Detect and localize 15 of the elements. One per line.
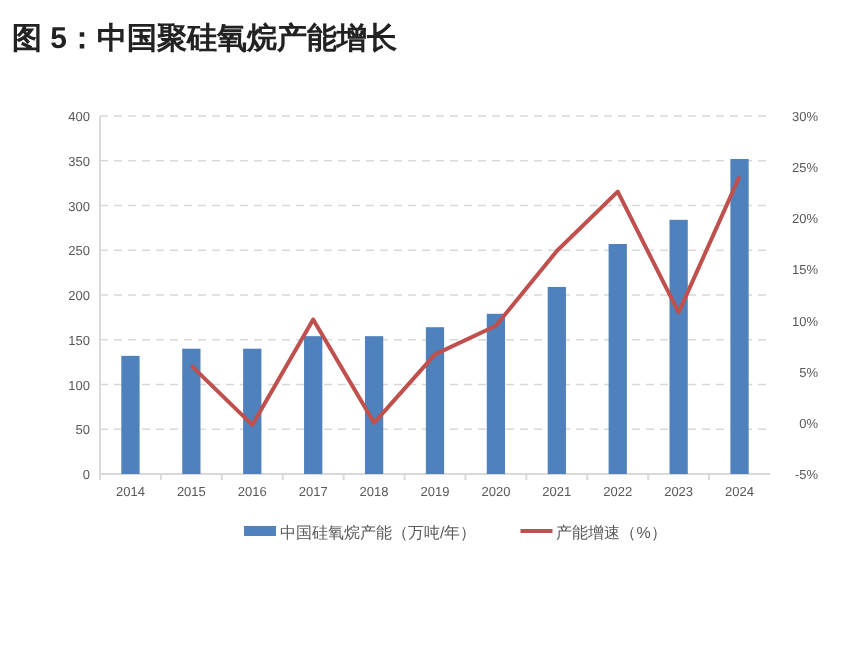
bar bbox=[182, 348, 201, 474]
bar bbox=[730, 158, 749, 474]
bar bbox=[364, 336, 384, 474]
bar bbox=[304, 336, 323, 474]
chart-title: 图 5：中国聚硅氧烷产能增长 bbox=[12, 22, 400, 56]
bar bbox=[547, 286, 566, 474]
bar bbox=[608, 243, 627, 474]
bar bbox=[243, 348, 262, 474]
legend-label: 产能增速（%） bbox=[556, 524, 667, 542]
legend-label: 中国硅氧烷产能（万吨/年） bbox=[280, 524, 477, 542]
line-series bbox=[189, 174, 742, 427]
bar bbox=[669, 219, 688, 474]
bar bbox=[486, 313, 506, 474]
bar bbox=[425, 327, 445, 474]
bar bbox=[121, 355, 140, 474]
